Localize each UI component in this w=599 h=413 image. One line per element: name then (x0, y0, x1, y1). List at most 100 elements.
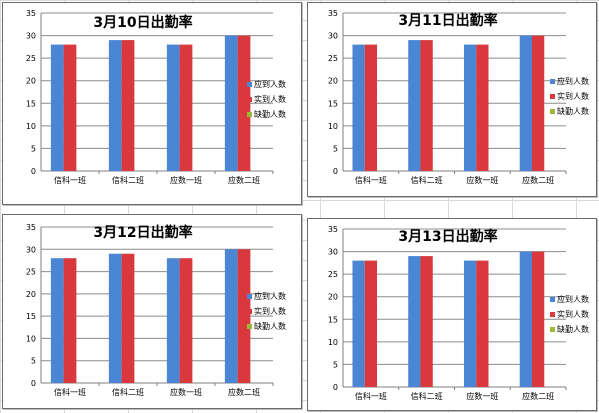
bar-expected[interactable] (224, 249, 238, 383)
bar-expected[interactable] (408, 40, 421, 172)
y-tick-label: 15 (26, 99, 36, 108)
x-category-label: 信科二班 (411, 175, 443, 185)
bar-actual[interactable] (237, 249, 251, 383)
y-tick-label: 35 (26, 223, 36, 232)
y-tick-label: 0 (333, 167, 338, 176)
bar-actual[interactable] (179, 258, 193, 383)
x-category-label: 信科一班 (54, 387, 86, 397)
legend-label: 应到人数 (557, 76, 589, 86)
x-category-label: 信科一班 (355, 175, 387, 185)
bar-expected[interactable] (50, 44, 64, 171)
y-tick-label: 5 (333, 144, 338, 153)
x-category-label: 信科二班 (411, 391, 443, 401)
x-category-label: 应数二班 (522, 175, 554, 185)
bar-expected[interactable] (352, 44, 365, 171)
bar-actual[interactable] (420, 40, 433, 172)
legend-label: 缺勤人数 (254, 109, 286, 119)
y-tick-label: 30 (26, 32, 36, 41)
y-tick-label: 5 (333, 360, 338, 369)
y-tick-label: 25 (26, 268, 36, 277)
bar-actual[interactable] (364, 260, 378, 387)
bar-expected[interactable] (224, 35, 238, 172)
bar-actual[interactable] (63, 44, 77, 171)
y-tick-label: 10 (26, 122, 36, 131)
bar-expected[interactable] (108, 253, 122, 383)
x-category-label: 应数二班 (228, 175, 260, 185)
y-tick-label: 15 (328, 99, 338, 108)
legend-swatch (247, 97, 252, 102)
bar-actual[interactable] (476, 44, 489, 171)
chart-title: 3月10日出勤率 (93, 14, 192, 31)
y-tick-label: 20 (26, 77, 36, 86)
chart-svg: 0 5 10 15 20 25 30 35 信科一班 信科二班 应数一班 应数二班 3月11日出勤率应到… (328, 9, 589, 185)
legend-label: 应到人数 (254, 291, 286, 301)
legend-label: 应到人数 (557, 294, 589, 304)
legend-swatch (550, 79, 555, 84)
bar-actual[interactable] (420, 256, 433, 387)
y-tick-label: 35 (328, 9, 338, 18)
bar-expected[interactable] (50, 258, 64, 383)
bar-expected[interactable] (352, 260, 365, 387)
y-tick-label: 35 (328, 225, 338, 234)
x-category-label: 应数一班 (466, 175, 498, 185)
bar-expected[interactable] (108, 40, 122, 172)
y-tick-label: 20 (328, 77, 338, 86)
chart-svg: 0 5 10 15 20 25 30 35 信科一班 信科二班 应数一班 应数二班 3月10日出勤率应到… (26, 9, 286, 185)
legend-label: 实到人数 (557, 91, 589, 101)
x-category-label: 应数二班 (228, 387, 260, 397)
bar-expected[interactable] (519, 35, 532, 172)
y-tick-label: 15 (328, 315, 338, 324)
bar-expected[interactable] (463, 44, 477, 171)
legend-swatch (550, 94, 555, 99)
chart-title: 3月13日出勤率 (398, 228, 497, 245)
legend-label: 缺勤人数 (557, 106, 589, 116)
legend-swatch (550, 327, 555, 332)
bar-expected[interactable] (166, 44, 180, 171)
bar-expected[interactable] (519, 251, 532, 387)
bar-actual[interactable] (364, 44, 378, 171)
y-tick-label: 10 (328, 122, 338, 131)
bar-actual[interactable] (531, 35, 545, 172)
legend-label: 实到人数 (254, 94, 286, 104)
y-tick-label: 5 (31, 144, 36, 153)
chart-panel-mar-12[interactable]: 0 5 10 15 20 25 30 35 信科一班 信科二班 应数一班 应数二班 3月12日出勤率 应到… (2, 214, 302, 409)
y-tick-label: 0 (333, 383, 338, 392)
chart-panel-mar-13[interactable]: 0 5 10 15 20 25 30 35 信科一班 信科二班 应数一班 应数二班 3月13日出勤率 应到… (307, 218, 597, 411)
legend-swatch (550, 109, 555, 114)
bar-actual[interactable] (121, 40, 135, 172)
legend-swatch (550, 312, 555, 317)
legend-swatch (247, 112, 252, 117)
bar-expected[interactable] (166, 258, 180, 383)
legend-swatch (247, 324, 252, 329)
chart-panel-mar-11[interactable]: 0 5 10 15 20 25 30 35 信科一班 信科二班 应数一班 应数二班 3月11日出勤率 应到… (307, 2, 597, 197)
legend-label: 实到人数 (254, 306, 286, 316)
bar-expected[interactable] (463, 260, 477, 387)
bar-actual[interactable] (476, 260, 489, 387)
bar-actual[interactable] (121, 253, 135, 383)
y-tick-label: 5 (31, 357, 36, 366)
x-category-label: 应数一班 (466, 391, 498, 401)
y-tick-label: 25 (328, 270, 338, 279)
bar-actual[interactable] (63, 258, 77, 383)
bar-actual[interactable] (237, 35, 251, 172)
chart-panel-mar-10[interactable]: 0 5 10 15 20 25 30 35 信科一班 信科二班 应数一班 应数二班 3月10日出勤率 应到… (2, 2, 302, 205)
x-category-label: 应数一班 (170, 387, 202, 397)
y-tick-label: 10 (26, 334, 36, 343)
y-tick-label: 20 (328, 293, 338, 302)
legend-swatch (247, 294, 252, 299)
x-category-label: 信科二班 (112, 387, 144, 397)
y-tick-label: 0 (31, 379, 36, 388)
legend-swatch (247, 309, 252, 314)
chart-svg: 0 5 10 15 20 25 30 35 信科一班 信科二班 应数一班 应数二班 3月13日出勤率应到… (328, 225, 589, 401)
chart-title: 3月12日出勤率 (93, 224, 192, 241)
bar-expected[interactable] (408, 256, 421, 387)
x-category-label: 信科一班 (54, 175, 86, 185)
bar-actual[interactable] (179, 44, 193, 171)
y-tick-label: 0 (31, 167, 36, 176)
bar-actual[interactable] (531, 251, 545, 387)
legend-swatch (550, 297, 555, 302)
legend-label: 缺勤人数 (557, 324, 589, 334)
x-category-label: 信科二班 (112, 175, 144, 185)
x-category-label: 应数二班 (522, 391, 554, 401)
y-tick-label: 15 (26, 312, 36, 321)
